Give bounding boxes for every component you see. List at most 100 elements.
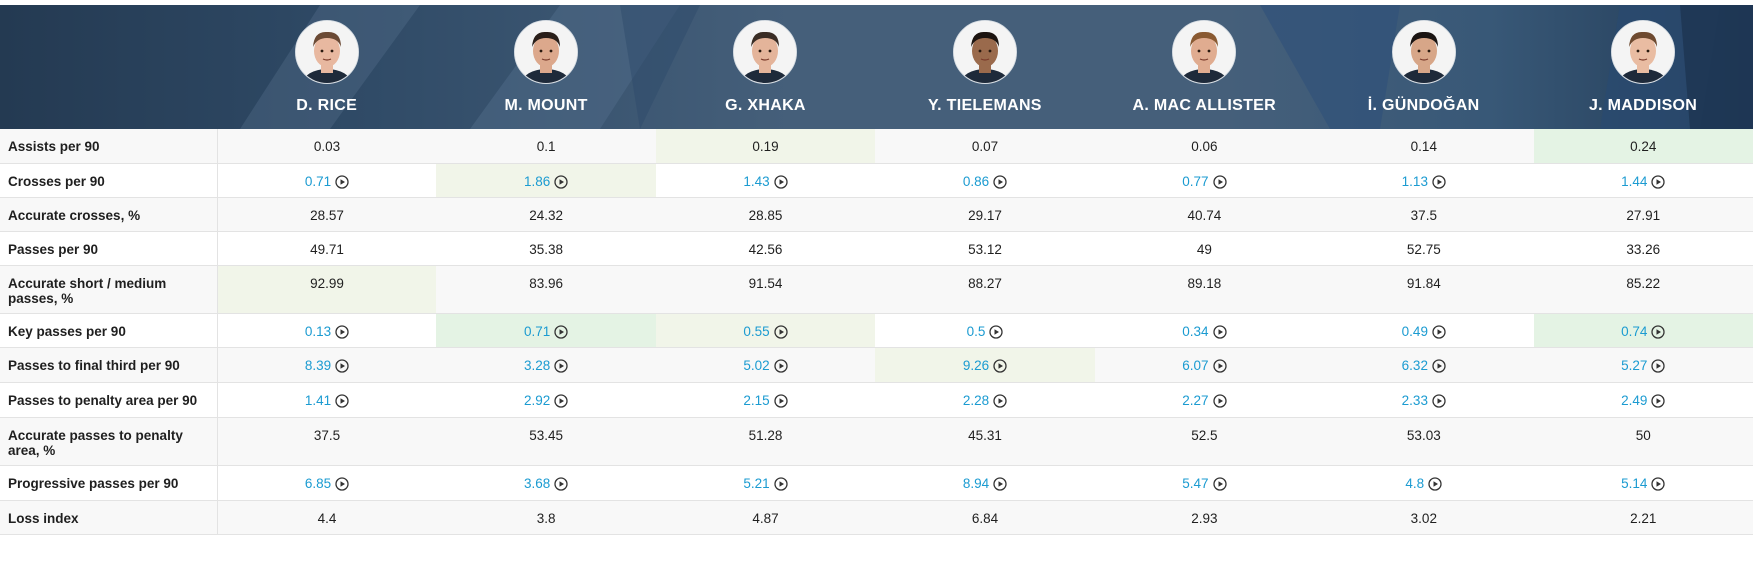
stat-value-link[interactable]: 0.49 [1401,323,1428,339]
player-name[interactable]: J. MADDISON [1588,97,1698,114]
play-video-icon[interactable] [554,324,568,342]
play-video-icon[interactable] [1432,174,1446,192]
play-video-icon[interactable] [1212,358,1227,376]
stat-value-link[interactable]: 0.55 [743,323,770,339]
stat-cell[interactable]: 2.15 [655,382,876,418]
play-video-icon[interactable] [774,476,788,494]
play-video-icon[interactable] [335,358,349,376]
player-avatar[interactable] [514,20,579,84]
stat-value-link[interactable]: 1.41 [304,392,332,408]
stat-value-link[interactable]: 6.32 [1401,357,1428,373]
stat-cell[interactable]: 0.34 [1094,313,1315,348]
play-video-icon[interactable] [554,174,568,192]
stat-cell[interactable]: 1.86 [436,163,656,198]
player-avatar[interactable] [1611,20,1676,84]
player-column[interactable]: M. MOUNT [436,5,655,129]
play-video-icon[interactable] [1651,358,1666,376]
play-video-icon[interactable] [993,476,1007,494]
stat-value-link[interactable]: 1.86 [523,173,551,189]
stat-cell[interactable]: 2.28 [875,382,1095,418]
play-video-icon[interactable] [774,358,788,376]
stat-cell[interactable]: 0.49 [1314,313,1534,348]
stat-value-link[interactable]: 2.33 [1401,392,1428,408]
stat-value-link[interactable]: 5.27 [1621,357,1648,373]
player-avatar[interactable] [1172,20,1237,84]
play-video-icon[interactable] [554,358,568,376]
stat-value-link[interactable]: 1.43 [743,173,770,189]
stat-value-link[interactable]: 8.94 [962,475,990,491]
play-video-icon[interactable] [989,324,1004,342]
stat-value-link[interactable]: 2.27 [1182,392,1209,408]
stat-cell[interactable]: 1.43 [655,163,876,198]
stat-cell[interactable]: 0.71 [436,313,656,348]
player-name[interactable]: D. RICE [296,97,358,114]
stat-cell[interactable]: 6.85 [217,465,437,501]
player-avatar[interactable] [294,20,359,84]
play-video-icon[interactable] [1212,393,1227,411]
stat-value-link[interactable]: 0.74 [1621,323,1648,339]
player-name[interactable]: M. MOUNT [504,97,588,114]
stat-cell[interactable]: 6.07 [1094,347,1315,383]
player-avatar[interactable] [952,20,1017,84]
stat-value-link[interactable]: 9.26 [962,357,990,373]
stat-value-link[interactable]: 0.5 [966,323,986,339]
stat-cell[interactable]: 0.86 [875,163,1095,198]
play-video-icon[interactable] [1432,324,1446,342]
play-video-icon[interactable] [1651,174,1666,192]
play-video-icon[interactable] [993,358,1007,376]
play-video-icon[interactable] [774,393,788,411]
stat-cell[interactable]: 2.27 [1094,382,1315,418]
stat-value-link[interactable]: 0.86 [962,173,990,189]
stat-value-link[interactable]: 5.02 [743,357,770,373]
player-name[interactable]: İ. GÜNDOĞAN [1367,97,1480,114]
player-column[interactable]: Y. TIELEMANS [875,5,1094,129]
stat-value-link[interactable]: 3.28 [523,357,551,373]
stat-value-link[interactable]: 0.13 [304,323,332,339]
stat-cell[interactable]: 5.21 [655,465,876,501]
player-column[interactable]: J. MADDISON [1533,5,1752,129]
play-video-icon[interactable] [335,476,349,494]
stat-cell[interactable]: 0.71 [217,163,437,198]
stat-cell[interactable]: 0.5 [875,313,1095,348]
stat-value-link[interactable]: 2.15 [743,392,770,408]
stat-value-link[interactable]: 1.44 [1621,173,1648,189]
stat-cell[interactable]: 1.44 [1533,163,1753,198]
stat-cell[interactable]: 3.68 [436,465,656,501]
player-name[interactable]: Y. TIELEMANS [927,97,1042,114]
stat-cell[interactable]: 4.8 [1314,465,1534,501]
play-video-icon[interactable] [1432,358,1446,376]
stat-value-link[interactable]: 6.85 [304,475,332,491]
stat-value-link[interactable]: 5.47 [1182,475,1209,491]
stat-cell[interactable]: 5.47 [1094,465,1315,501]
player-column[interactable]: İ. GÜNDOĞAN [1314,5,1533,129]
stat-value-link[interactable]: 8.39 [304,357,332,373]
play-video-icon[interactable] [993,393,1007,411]
stat-cell[interactable]: 2.49 [1533,382,1753,418]
stat-value-link[interactable]: 0.34 [1182,323,1209,339]
stat-value-link[interactable]: 5.21 [743,475,770,491]
stat-value-link[interactable]: 4.8 [1405,475,1425,491]
stat-cell[interactable]: 0.13 [217,313,437,348]
player-avatar[interactable] [1391,20,1456,84]
stat-cell[interactable]: 5.27 [1533,347,1753,383]
stat-cell[interactable]: 5.14 [1533,465,1753,501]
stat-cell[interactable]: 8.94 [875,465,1095,501]
stat-cell[interactable]: 1.13 [1314,163,1534,198]
stat-cell[interactable]: 5.02 [655,347,876,383]
play-video-icon[interactable] [554,393,568,411]
player-column[interactable]: D. RICE [217,5,436,129]
stat-value-link[interactable]: 0.77 [1182,173,1209,189]
play-video-icon[interactable] [1651,476,1666,494]
player-avatar[interactable] [733,20,798,84]
stat-cell[interactable]: 6.32 [1314,347,1534,383]
stat-cell[interactable]: 9.26 [875,347,1095,383]
player-column[interactable]: G. XHAKA [656,5,875,129]
play-video-icon[interactable] [335,324,349,342]
stat-cell[interactable]: 0.55 [655,313,876,348]
stat-cell[interactable]: 8.39 [217,347,437,383]
play-video-icon[interactable] [1651,393,1666,411]
play-video-icon[interactable] [554,476,568,494]
stat-value-link[interactable]: 2.28 [962,392,990,408]
stat-value-link[interactable]: 2.92 [523,392,551,408]
play-video-icon[interactable] [1212,324,1227,342]
